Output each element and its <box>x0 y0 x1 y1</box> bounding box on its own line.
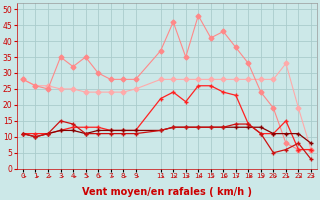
X-axis label: Vent moyen/en rafales ( km/h ): Vent moyen/en rafales ( km/h ) <box>82 187 252 197</box>
